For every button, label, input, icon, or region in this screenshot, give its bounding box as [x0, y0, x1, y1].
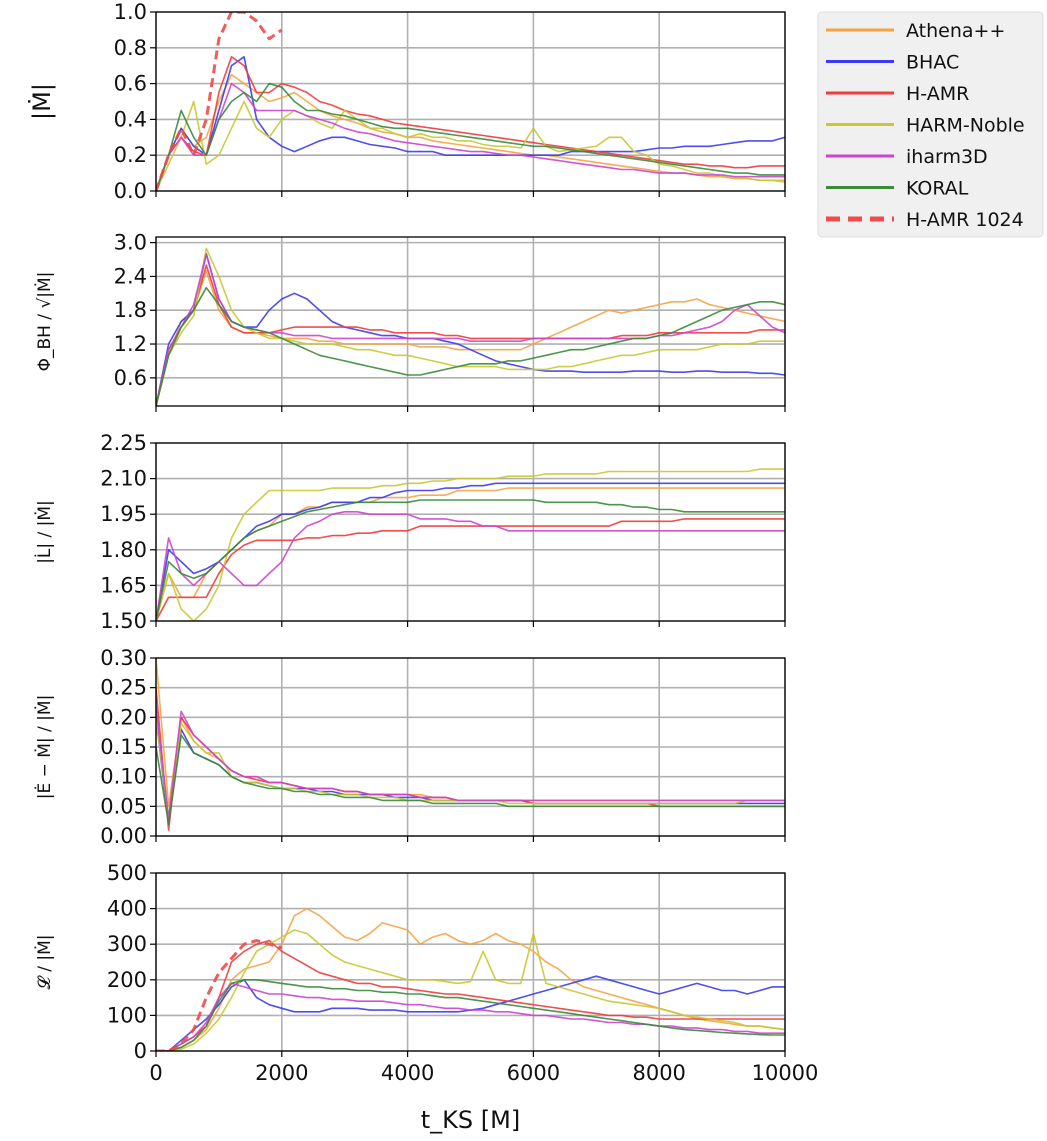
y-tick-label: 300 [107, 932, 147, 956]
series-line-iharm3d [156, 982, 785, 1051]
series-line-harm-noble [156, 100, 785, 191]
series-line-h-amr-1024 [156, 12, 283, 191]
series-line-h-amr [156, 518, 785, 621]
series-line-bhac [156, 482, 785, 621]
y-tick-label: 0.15 [100, 735, 147, 759]
y-axis-label: 𝓛 / |Ṁ| [34, 934, 55, 989]
y-tick-label: 0.2 [114, 143, 147, 167]
legend-label: KORAL [906, 178, 969, 200]
panel-frame [155, 236, 786, 407]
y-tick-label: 0.25 [100, 676, 147, 700]
series-line-koral [156, 82, 785, 191]
series-line-h-amr [156, 264, 785, 406]
y-tick-label: 0.0 [114, 179, 147, 203]
series-group [156, 12, 785, 191]
legend-label: HARM-Noble [906, 115, 1025, 137]
series-line-bhac [156, 253, 785, 406]
legend-label: H-AMR 1024 [906, 209, 1024, 231]
series-line-harm-noble [156, 468, 785, 621]
y-tick-label: 1.80 [100, 538, 147, 562]
x-tick-label: 2000 [255, 1061, 308, 1085]
legend-label: BHAC [906, 52, 959, 74]
legend: Athena++ BHAC H-AMR HARM-Noble iharm3D KORAL H… [817, 11, 1044, 238]
y-tick-label: 0.30 [100, 646, 147, 670]
y-tick-label: 1.8 [114, 298, 147, 322]
y-tick-label: 0.6 [114, 366, 147, 390]
y-tick-label: 400 [107, 897, 147, 921]
y-tick-label: 200 [107, 968, 147, 992]
panel-frame [155, 442, 786, 622]
y-tick-label: 1.2 [114, 332, 147, 356]
y-tick-label: 0.8 [114, 36, 147, 60]
x-tick-label: 4000 [381, 1061, 434, 1085]
series-line-h-amr-1024 [156, 939, 283, 1051]
series-line-h-amr [156, 939, 785, 1051]
y-tick-label: 3.0 [114, 231, 147, 255]
series-line-bhac [156, 55, 785, 191]
panel-3: 1.50 1.65 1.80 1.95 2.10 2.25 |L̇| / |Ṁ| [34, 431, 786, 633]
y-tick-label: 1.50 [100, 609, 147, 633]
x-tick-label: 8000 [632, 1061, 685, 1085]
y-tick-label: 1.65 [100, 573, 147, 597]
y-tick-label: 2.10 [100, 467, 147, 491]
y-tick-label: 1.95 [100, 502, 147, 526]
y-tick-label: 0.10 [100, 765, 147, 789]
series-line-bhac [156, 717, 785, 825]
y-tick-label: 0 [134, 1039, 147, 1063]
series-line-bhac [156, 975, 785, 1051]
panel-2: 0.6 1.2 1.8 2.4 3.0 Φ_BH / √|Ṁ| [34, 231, 786, 412]
x-tick-label: 10000 [752, 1061, 819, 1085]
y-tick-label: 1.0 [114, 0, 147, 24]
y-axis-label: |L̇| / |Ṁ| [34, 500, 55, 564]
series-line-koral [156, 978, 785, 1051]
y-tick-label: 0.6 [114, 72, 147, 96]
x-axis-label: t_KS [M] [421, 1106, 520, 1134]
series-group [156, 468, 785, 621]
y-tick-label: 2.4 [114, 264, 147, 288]
x-tick-label: 6000 [507, 1061, 560, 1085]
y-tick-label: 0.00 [100, 824, 147, 848]
series-group [156, 247, 785, 406]
legend-label: Athena++ [906, 20, 1005, 42]
panel-1: 0.0 0.2 0.4 0.6 0.8 1.0 |Ṁ| [27, 0, 786, 203]
panel-frame [155, 872, 786, 1052]
x-tick-label: 0 [149, 1061, 162, 1085]
series-line-iharm3d [156, 82, 785, 191]
series-line-h-amr [156, 55, 785, 191]
y-tick-label: 0.05 [100, 794, 147, 818]
panel-4: 0.00 0.05 0.10 0.15 0.20 0.25 0.30 |Ė − Ṁ| / |Ṁ… [34, 646, 786, 848]
y-axis-label: |Ė − Ṁ| / |Ṁ| [34, 695, 55, 800]
legend-label: H-AMR [906, 83, 969, 105]
y-tick-label: 2.25 [100, 431, 147, 455]
y-tick-label: 0.20 [100, 705, 147, 729]
series-line-harm-noble [156, 247, 785, 406]
series-line-harm-noble [156, 929, 785, 1051]
legend-label: iharm3D [906, 146, 988, 168]
y-axis-label: |Ṁ| [27, 83, 56, 120]
panel-frame [155, 11, 786, 192]
y-tick-label: 500 [107, 861, 147, 885]
series-group [156, 907, 785, 1051]
series-line-koral [156, 286, 785, 406]
series-line-iharm3d [156, 510, 785, 621]
panel-5: 0 2000 4000 6000 8000 10000 0 100 200 300 400 500 𝓛 … [34, 861, 818, 1085]
series-line-koral [156, 499, 785, 621]
series-line-koral [156, 734, 785, 825]
y-tick-label: 0.4 [114, 107, 147, 131]
legend-box [817, 11, 1044, 238]
series-group [156, 658, 785, 831]
series-line-h-amr [156, 687, 785, 831]
y-tick-label: 100 [107, 1003, 147, 1027]
series-line-iharm3d [156, 705, 785, 820]
y-axis-label: Φ_BH / √|Ṁ| [34, 272, 55, 372]
